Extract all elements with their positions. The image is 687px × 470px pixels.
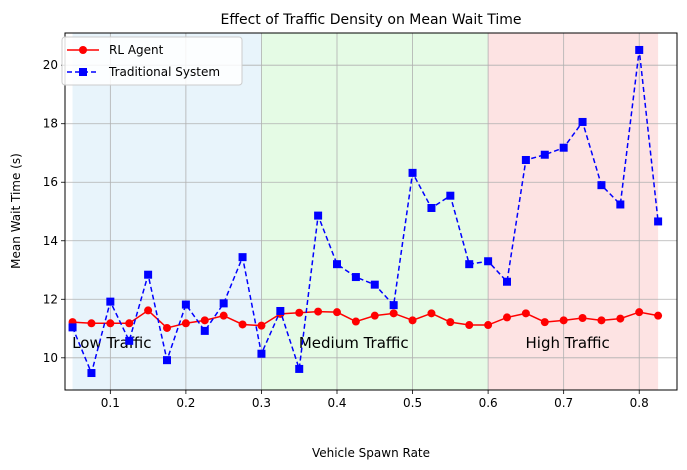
point-rl-agent — [540, 318, 549, 327]
traffic-regions — [72, 33, 659, 390]
point-traditional-system — [106, 297, 115, 306]
x-tick-label: 0.7 — [554, 396, 573, 410]
legend-marker-rl-agent — [79, 46, 87, 54]
x-tick-label: 0.1 — [101, 396, 120, 410]
x-tick-label: 0.6 — [479, 396, 498, 410]
point-rl-agent — [503, 313, 511, 322]
point-traditional-system — [144, 270, 153, 279]
point-traditional-system — [276, 306, 285, 315]
point-rl-agent — [635, 308, 644, 317]
y-tick-label: 18 — [43, 117, 58, 131]
point-rl-agent — [408, 316, 417, 325]
point-rl-agent — [559, 316, 568, 325]
point-rl-agent — [181, 319, 190, 328]
legend-marker-traditional-system — [79, 68, 87, 76]
point-rl-agent — [597, 316, 606, 325]
point-rl-agent — [238, 320, 247, 329]
y-axis-ticks: 10 12 14 16 18 20 — [43, 58, 65, 365]
point-traditional-system — [408, 168, 417, 177]
point-traditional-system — [540, 150, 549, 159]
point-traditional-system — [635, 45, 644, 54]
series-traditional-system — [68, 45, 663, 378]
point-traditional-system — [163, 356, 171, 365]
point-traditional-system — [616, 200, 625, 209]
point-traditional-system — [238, 253, 247, 262]
point-traditional-system — [503, 277, 511, 286]
point-traditional-system — [484, 257, 493, 266]
x-tick-label: 0.4 — [327, 396, 346, 410]
chart-title: Effect of Traffic Density on Mean Wait T… — [221, 12, 522, 28]
point-traditional-system — [465, 260, 474, 269]
region-medium-traffic — [261, 33, 489, 390]
legend-label-rl-agent: RL Agent — [109, 43, 164, 57]
region-label-high-traffic: High Traffic — [526, 334, 610, 352]
point-traditional-system — [389, 301, 398, 310]
point-traditional-system — [181, 300, 190, 309]
x-axis-label: Vehicle Spawn Rate — [312, 446, 430, 460]
point-rl-agent — [257, 321, 266, 330]
point-traditional-system — [351, 273, 360, 282]
x-tick-label: 0.5 — [403, 396, 422, 410]
point-traditional-system — [87, 369, 96, 378]
point-rl-agent — [484, 321, 493, 330]
region-label-low-traffic: Low Traffic — [72, 334, 151, 352]
y-tick-label: 14 — [43, 234, 58, 248]
point-rl-agent — [654, 311, 663, 320]
point-rl-agent — [427, 309, 436, 318]
x-axis-ticks: 0.1 0.2 0.3 0.4 0.5 0.6 0.7 0.8 — [101, 390, 649, 410]
point-traditional-system — [68, 323, 77, 332]
legend: RL Agent Traditional System — [61, 36, 243, 86]
point-rl-agent — [219, 311, 228, 320]
point-traditional-system — [521, 155, 530, 164]
point-traditional-system — [446, 191, 455, 200]
point-traditional-system — [295, 364, 304, 373]
point-rl-agent — [163, 323, 171, 332]
point-traditional-system — [578, 117, 587, 126]
point-traditional-system — [333, 260, 341, 269]
point-rl-agent — [314, 307, 323, 316]
x-tick-label: 0.3 — [252, 396, 271, 410]
region-high-traffic — [488, 33, 659, 390]
y-tick-label: 12 — [43, 292, 58, 306]
point-rl-agent — [578, 314, 587, 323]
plot-area-frame — [64, 32, 678, 391]
point-rl-agent — [200, 316, 209, 325]
x-tick-label: 0.2 — [176, 396, 195, 410]
point-rl-agent — [125, 319, 134, 328]
data-series — [68, 45, 663, 378]
y-tick-label: 16 — [43, 175, 58, 189]
point-traditional-system — [125, 336, 134, 345]
point-traditional-system — [370, 280, 379, 289]
point-rl-agent — [87, 319, 96, 328]
y-tick-label: 10 — [43, 351, 58, 365]
point-rl-agent — [465, 321, 474, 330]
point-rl-agent — [370, 311, 379, 320]
legend-frame — [61, 36, 243, 86]
x-tick-label: 0.8 — [630, 396, 649, 410]
point-traditional-system — [427, 203, 436, 212]
point-traditional-system — [219, 299, 228, 308]
point-rl-agent — [389, 309, 398, 318]
point-traditional-system — [314, 211, 323, 220]
point-rl-agent — [616, 314, 625, 323]
y-axis-label: Mean Wait Time (s) — [9, 153, 23, 269]
point-rl-agent — [333, 308, 341, 317]
point-traditional-system — [654, 217, 663, 226]
point-traditional-system — [559, 143, 568, 152]
point-traditional-system — [597, 181, 606, 190]
point-rl-agent — [144, 306, 153, 315]
point-rl-agent — [106, 319, 115, 328]
point-rl-agent — [351, 317, 360, 326]
point-rl-agent — [521, 309, 530, 318]
point-traditional-system — [200, 326, 209, 335]
point-rl-agent — [446, 318, 455, 327]
y-tick-label: 20 — [43, 58, 58, 72]
region-label-medium-traffic: Medium Traffic — [299, 334, 409, 352]
legend-label-traditional-system: Traditional System — [108, 65, 220, 79]
point-rl-agent — [295, 308, 304, 317]
point-traditional-system — [257, 349, 266, 358]
series-line-traditional-system — [71, 49, 659, 376]
